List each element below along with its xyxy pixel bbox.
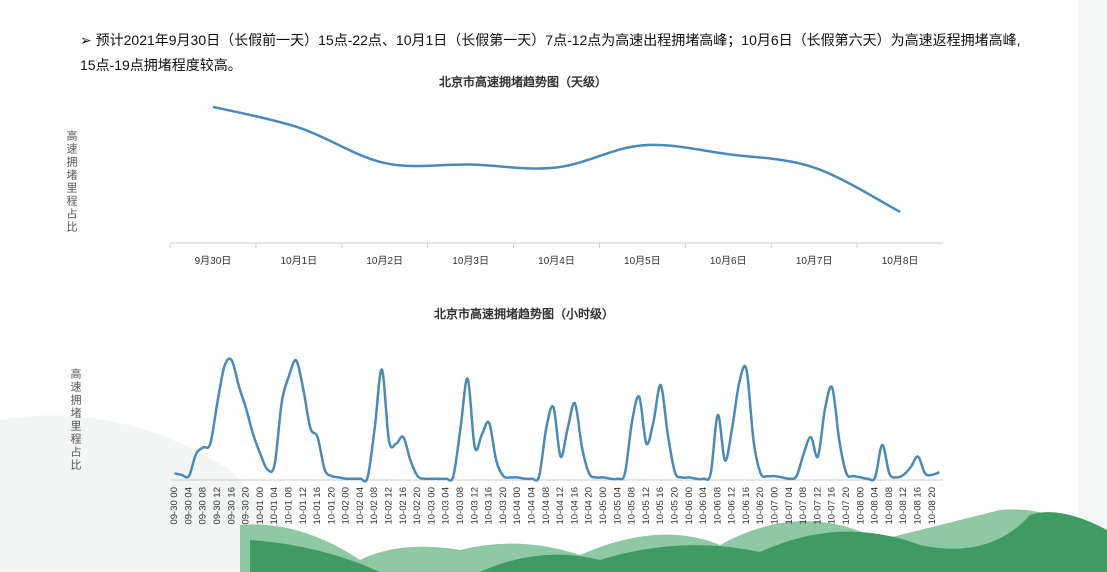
x-tick-label: 10-07 16 — [827, 487, 838, 525]
x-tick-label: 10-03 04 — [441, 487, 452, 525]
x-tick-label: 10-05 08 — [627, 487, 638, 525]
x-tick-label: 10-05 20 — [669, 487, 680, 525]
x-tick-label: 09-30 12 — [212, 487, 223, 525]
x-tick-label: 10-01 08 — [283, 487, 294, 525]
x-tick-label: 10-07 20 — [841, 487, 852, 525]
x-tick-label: 10-07 00 — [770, 487, 781, 525]
x-tick-label: 10-01 00 — [255, 487, 266, 525]
x-tick-label: 10-02 20 — [412, 487, 423, 525]
x-tick-label: 9月30日 — [195, 255, 232, 267]
x-tick-label: 10-06 20 — [755, 487, 766, 525]
x-tick-label: 10-02 16 — [398, 487, 409, 525]
x-tick-label: 10-03 00 — [426, 487, 437, 525]
x-tick-label: 10-05 16 — [655, 487, 666, 525]
x-tick-label: 10-06 00 — [684, 487, 695, 525]
x-tick-label: 10月5日 — [624, 255, 661, 267]
x-tick-label: 10-04 12 — [555, 487, 566, 525]
decor-hill-front — [250, 512, 1107, 572]
x-tick-label: 10-06 12 — [727, 487, 738, 525]
x-tick-label: 10-01 12 — [298, 487, 309, 525]
x-tick-label: 10月1日 — [280, 255, 317, 267]
x-tick-label: 10-05 00 — [598, 487, 609, 525]
x-tick-label: 10-04 20 — [584, 487, 595, 525]
x-tick-label: 10-08 12 — [898, 487, 909, 525]
x-tick-label: 10-02 04 — [355, 487, 366, 525]
y-axis-label: 高速拥堵里程占比 — [65, 130, 77, 234]
x-tick-label: 10月8日 — [882, 255, 919, 267]
x-tick-label: 10-02 00 — [341, 487, 352, 525]
data-line — [212, 105, 901, 214]
x-tick-label: 10-08 08 — [884, 487, 895, 525]
x-tick-label: 09-30 20 — [241, 487, 252, 525]
x-tick-label: 10月7日 — [796, 255, 833, 267]
data-line — [174, 357, 940, 483]
x-tick-label: 10月2日 — [366, 255, 403, 267]
x-tick-label: 10-02 08 — [369, 487, 380, 525]
x-tick-label: 10-04 00 — [512, 487, 523, 525]
x-tick-label: 10-04 04 — [526, 487, 537, 525]
x-tick-label: 10-07 08 — [798, 487, 809, 525]
x-tick-label: 09-30 08 — [198, 487, 209, 525]
x-tick-label: 10-05 04 — [612, 487, 623, 525]
x-tick-label: 10-06 08 — [712, 487, 723, 525]
x-tick-label: 10月4日 — [538, 255, 575, 267]
x-tick-label: 09-30 16 — [226, 487, 237, 525]
x-tick-label: 10-01 20 — [326, 487, 337, 525]
chart-title: 北京市高速拥堵趋势图（天级） — [439, 74, 607, 89]
x-tick-label: 10-08 16 — [912, 487, 923, 525]
x-tick-label: 10-07 04 — [784, 487, 795, 525]
x-tick-label: 10-05 12 — [641, 487, 652, 525]
x-tick-label: 10-04 08 — [541, 487, 552, 525]
x-tick-label: 10-01 04 — [269, 487, 280, 525]
x-tick-label: 10月3日 — [452, 255, 489, 267]
x-tick-label: 10-06 04 — [698, 487, 709, 525]
x-tick-label: 10-08 04 — [870, 487, 881, 525]
x-tick-label: 10-02 12 — [384, 487, 395, 525]
x-tick-label: 10-03 16 — [484, 487, 495, 525]
x-tick-label: 10-03 08 — [455, 487, 466, 525]
x-tick-label: 10月6日 — [710, 255, 747, 267]
x-tick-label: 10-08 00 — [855, 487, 866, 525]
x-tick-label: 09-30 04 — [183, 487, 194, 525]
x-tick-label: 10-01 16 — [312, 487, 323, 525]
side-strip — [1078, 0, 1107, 572]
header-text: ➢ 预计2021年9月30日（长假前一天）15点-22点、10月1日（长假第一天… — [80, 32, 1021, 73]
chart-title: 北京市高速拥堵趋势图（小时级） — [434, 306, 614, 321]
x-tick-label: 10-06 16 — [741, 487, 752, 525]
x-tick-label: 10-07 12 — [812, 487, 823, 525]
x-tick-label: 09-30 00 — [169, 487, 180, 525]
y-axis-label: 高速拥堵里程占比 — [69, 368, 81, 472]
x-tick-label: 10-08 20 — [927, 487, 938, 525]
x-tick-label: 10-03 20 — [498, 487, 509, 525]
x-tick-label: 10-03 12 — [469, 487, 480, 525]
x-tick-label: 10-04 16 — [569, 487, 580, 525]
